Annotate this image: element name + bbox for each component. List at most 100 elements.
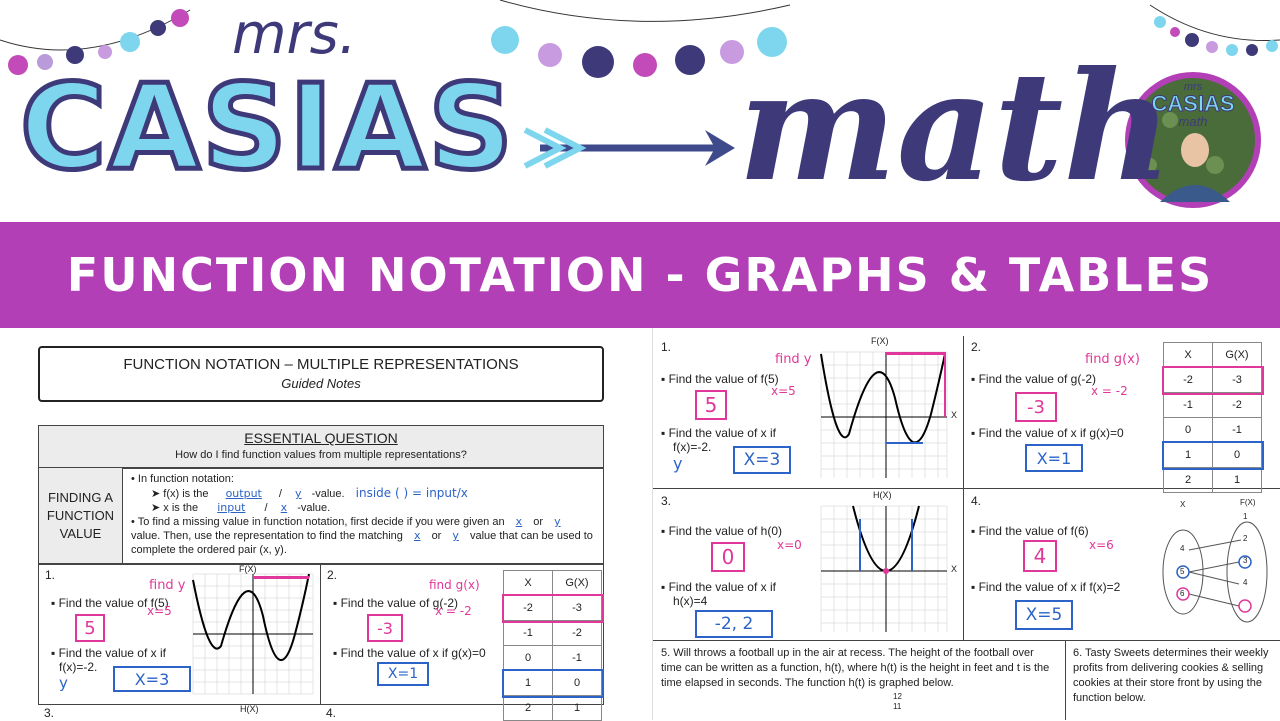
margin-note: inside ( ) = input/x xyxy=(355,486,468,500)
rp3-number: 3. xyxy=(661,494,672,508)
table-cell: -3 xyxy=(1212,367,1262,393)
table-cell: -1 xyxy=(552,645,602,671)
answer-b2-1: x xyxy=(515,515,523,528)
lp2-note2: x = -2 xyxy=(435,604,472,618)
table-cell: 1 xyxy=(552,695,602,721)
rp4-mapping-diagram xyxy=(1162,521,1268,623)
pompom-garland-center xyxy=(491,26,787,78)
rp2-answer1: -3 xyxy=(1015,392,1057,422)
answer-x: x xyxy=(280,501,288,514)
table-cell: 2 xyxy=(503,695,553,721)
brand-casias: CASIAS xyxy=(17,58,516,196)
map-y-value: 1 xyxy=(1243,512,1248,521)
rp1-axis-x: X xyxy=(951,410,958,420)
rp2-note2: x = -2 xyxy=(1091,384,1128,398)
table-cell: 1 xyxy=(1163,442,1213,468)
lp1-graph xyxy=(192,573,314,695)
lp1-y: y xyxy=(59,674,68,692)
note-bullet-1: In function notation: xyxy=(137,473,234,485)
table-header: G(X) xyxy=(1212,342,1262,368)
answer-b2-2: y xyxy=(554,515,561,528)
channel-banner: mrs. CASIAS math mrs CASIAS math xyxy=(0,0,1280,222)
notes-body: • In function notation: ➤ f(x) is the ou… xyxy=(131,473,593,556)
lp2-note: find g(x) xyxy=(429,578,480,592)
table-cell: 1 xyxy=(503,670,553,696)
table-cell: -2 xyxy=(503,595,553,621)
rp4-answer2: X=5 xyxy=(1015,600,1073,630)
worksheet-title-box: FUNCTION NOTATION – MULTIPLE REPRESENTAT… xyxy=(38,346,604,402)
lp1-q2b: f(x)=-2. xyxy=(59,660,98,674)
rp4-answer1: 4 xyxy=(1023,540,1057,572)
pompom-garland-right xyxy=(1154,16,1278,56)
lp4-number: 4. xyxy=(326,706,337,720)
map-x-value: 5 xyxy=(1180,567,1185,576)
table-cell: -1 xyxy=(1163,392,1213,418)
lp3-graph-label: H(X) xyxy=(240,704,259,714)
rp4-q1: ▪ Find the value of f(6) xyxy=(971,524,1089,538)
rp5-tick: 11 xyxy=(893,702,902,711)
side-label: FINDING A FUNCTION VALUE xyxy=(39,468,123,564)
notes-section: FINDING A FUNCTION VALUE • In function n… xyxy=(38,467,604,565)
table-cell: 2 xyxy=(1163,467,1213,493)
banner-art xyxy=(0,0,1280,208)
rp3-note: x=0 xyxy=(777,538,802,552)
avatar xyxy=(1125,72,1261,208)
page-title: FUNCTION NOTATION - GRAPHS & TABLES xyxy=(66,248,1214,302)
rp3-graph xyxy=(820,505,948,632)
rp3-q2: ▪ Find the value of x if xyxy=(661,580,776,594)
table-header: G(X) xyxy=(552,570,602,596)
rp3-q2b: h(x)=4 xyxy=(673,594,708,608)
note-bullet-2: To find a missing value in function nota… xyxy=(137,516,505,528)
rp3-q1: ▪ Find the value of h(0) xyxy=(661,524,782,538)
note-or-2: or xyxy=(431,530,442,542)
eq-heading: ESSENTIAL QUESTION xyxy=(244,430,398,446)
rp2-answer2: X=1 xyxy=(1025,444,1083,472)
rp1-note: find y xyxy=(775,352,812,367)
rp2-note: find g(x) xyxy=(1085,352,1140,367)
left-worksheet: FUNCTION NOTATION – MULTIPLE REPRESENTAT… xyxy=(0,328,640,721)
answer-y: y xyxy=(295,487,302,500)
note-bullet-2d: that can be used to complete the ordered… xyxy=(131,530,593,556)
worksheet-title: FUNCTION NOTATION – MULTIPLE REPRESENTAT… xyxy=(123,356,519,373)
table-header: X xyxy=(503,570,553,596)
table-header: X xyxy=(1163,342,1213,368)
answer-b2-4: y xyxy=(452,529,459,542)
rp4-q2: ▪ Find the value of x if f(x)=2 xyxy=(971,580,1121,594)
right-worksheet: 1. ▪ Find the value of f(5) find y x=5 5… xyxy=(652,328,1280,720)
answer-b2-3: x xyxy=(413,529,421,542)
table-cell: 0 xyxy=(503,645,553,671)
table-cell: 1 xyxy=(1212,467,1262,493)
table-cell: -2 xyxy=(1163,367,1213,393)
note-x: x is the xyxy=(163,502,199,514)
arrow-icon xyxy=(523,127,735,169)
lp2-q1: ▪ Find the value of g(-2) xyxy=(333,596,458,610)
lp2-number: 2. xyxy=(327,568,338,582)
lp1-q2: ▪ Find the value of x if xyxy=(51,646,166,660)
lp1-note2: x=5 xyxy=(147,604,172,618)
eq-text: How do I find function values from multi… xyxy=(175,449,467,461)
rp1-graph xyxy=(820,351,948,478)
answer-output: output xyxy=(225,487,262,500)
table-cell: -3 xyxy=(552,595,602,621)
rp5-text: 5. Will throws a football up in the air … xyxy=(661,647,1050,689)
table-cell: 0 xyxy=(1212,442,1262,468)
lp1-note: find y xyxy=(149,578,186,593)
rp1-graph-label: F(X) xyxy=(871,336,889,346)
rp1-y: y xyxy=(673,454,683,473)
lp1-graph-label: F(X) xyxy=(239,564,257,574)
lp1-number: 1. xyxy=(45,568,56,582)
lp1-answer2: X=3 xyxy=(113,666,191,692)
lp2-answer1: -3 xyxy=(367,614,403,642)
rp1-q2: ▪ Find the value of x if xyxy=(661,426,776,440)
rp5-tick: 12 xyxy=(893,692,902,701)
note-value-2: -value. xyxy=(297,502,331,514)
table-cell: 0 xyxy=(1163,417,1213,443)
essential-question: ESSENTIAL QUESTION How do I find functio… xyxy=(38,425,604,469)
rp1-answer2: X=3 xyxy=(733,446,791,474)
worksheet-subtitle: Guided Notes xyxy=(281,376,361,391)
lp1-answer1: 5 xyxy=(75,614,105,642)
answer-input: input xyxy=(217,501,246,514)
brand-mrs: mrs. xyxy=(232,2,357,67)
map-x-value: 6 xyxy=(1180,589,1185,598)
